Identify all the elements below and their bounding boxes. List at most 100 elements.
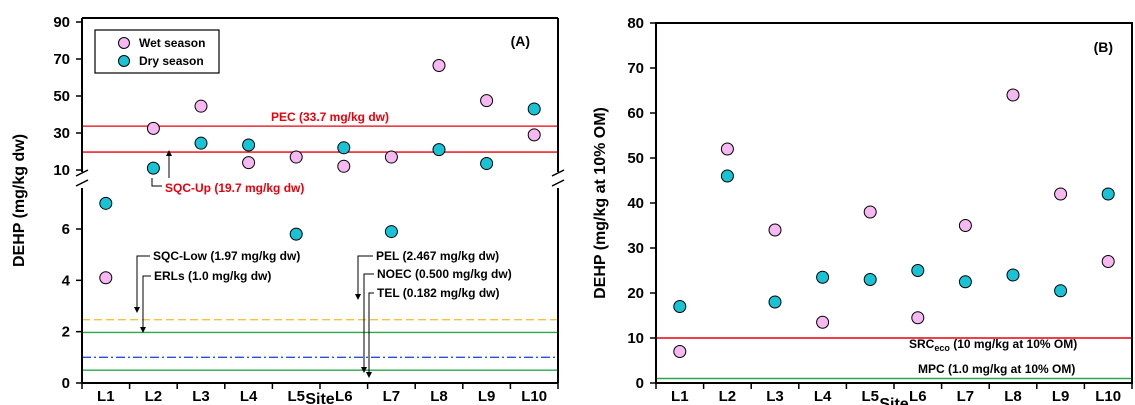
data-point [99,196,113,210]
data-point [99,271,113,285]
y-tick-label: 90 [53,14,70,31]
pel-leader [357,255,373,297]
x-tick-label: L7 [957,388,975,405]
data-point [673,300,687,313]
data-point [1006,268,1020,282]
axis-break-mark [75,179,89,187]
x-tick-label: L10 [1095,388,1121,405]
data-point [816,315,830,329]
y-tick-label: 40 [627,195,644,212]
data-point [1054,284,1068,298]
sqc-low-arrowhead [134,307,140,313]
data-point [958,275,972,289]
x-tick-label: L3 [192,388,210,405]
legend-marker [118,37,130,49]
data-point [527,128,541,142]
plot-frame [655,22,1133,384]
x-tick-label: L9 [478,388,496,405]
data-point [242,138,256,152]
x-tick-label: L4 [814,388,832,405]
pec-label: PEC (33.7 mg/kg dw) [271,110,389,124]
legend-label: Wet season [139,36,205,50]
y-tick-label: 0 [62,375,70,392]
data-point [1006,88,1020,102]
y-tick-label: 50 [53,88,70,105]
data-point [863,273,877,286]
tel-leader [368,292,374,375]
x-tick-label: L10 [521,388,547,405]
data-point [337,141,351,155]
data-point [384,150,398,164]
mpc-label: MPC (1.0 mg/kg at 10% OM) [918,362,1075,376]
data-point [384,225,398,239]
y-tick-label: 50 [627,150,644,167]
panel-label: (B) [1094,39,1113,55]
erls-arrowhead [140,327,146,333]
data-point [768,295,782,309]
data-point [194,99,208,113]
x-tick-label: L5 [861,388,879,405]
data-point [768,223,782,237]
x-axis-title: Site [879,396,908,405]
sqc-up-label: SQC-Up (19.7 mg/kg dw) [165,181,304,195]
data-point [720,169,734,183]
sqc-low-leader [136,255,150,311]
data-point [480,157,494,171]
x-tick-label: L6 [909,388,927,405]
data-point [527,102,541,116]
data-point [958,219,972,232]
panel-label: (A) [511,33,530,49]
data-point [242,156,256,170]
noec-arrowhead [361,367,367,373]
data-point [289,150,303,164]
y-tick-label: 4 [62,272,71,289]
erls-label: ERLs (1.0 mg/kg dw) [154,269,271,283]
tel-arrowhead [366,372,372,378]
y-tick-label: 70 [53,51,70,68]
legend-label: Dry season [139,54,204,68]
legend-marker [118,55,130,67]
data-point [863,205,877,219]
data-point [720,142,734,156]
x-tick-label: L1 [671,388,689,405]
legend-box [94,29,220,74]
y-tick-label: 20 [627,285,644,302]
axis-break-mark [551,179,565,187]
data-point [432,58,446,72]
data-point [289,227,303,241]
panel-b: 0 10 20 30 40 50 60 70 80 L1 L2 L3 L4 L5 L6 L7 L8 L9 L10 Si… [592,15,1133,405]
erls-leader [142,275,151,330]
y-tick-label: 0 [636,375,644,392]
axis-break-mark [75,169,89,177]
sqc-up-leader [151,178,162,187]
y-tick-label: 10 [53,162,70,179]
src-eco-label: SRCeco (10 mg/kg at 10% OM) [909,337,1077,353]
x-tick-label: L4 [240,388,258,405]
panel-a: 10 30 50 70 90 0 2 4 6 L1 L2 L3 L4 L5 L6 L7 L8 L9 L10 Site D… [11,14,565,405]
y-tick-label: 6 [62,221,70,238]
data-point [911,311,925,325]
x-tick-label: L8 [430,388,448,405]
y-tick-label: 10 [627,330,644,347]
y-tick-label: 30 [53,125,70,142]
x-tick-label: L5 [287,388,305,405]
x-tick-label: L2 [145,388,163,405]
tel-label: TEL (0.182 mg/kg dw) [377,286,499,300]
x-tick-label: L8 [1004,388,1022,405]
x-axis-title: Site [305,391,334,405]
y-axis-title: DEHP (mg/kg at 10% OM) [592,107,609,299]
pel-arrowhead [355,294,361,300]
data-point [1101,187,1115,201]
y-tick-label: 70 [627,60,644,77]
x-tick-label: L3 [766,388,784,405]
x-tick-label: L1 [97,388,115,405]
data-point [146,121,160,135]
y-tick-label: 60 [627,105,644,122]
data-point [1101,255,1115,268]
pel-label: PEL (2.467 mg/kg dw) [376,249,499,263]
y-tick-label: 80 [627,15,644,32]
sqc-low-label: SQC-Low (1.97 mg/kg dw) [153,249,300,263]
axis-break-mark [551,169,565,177]
noec-leader [363,273,374,370]
